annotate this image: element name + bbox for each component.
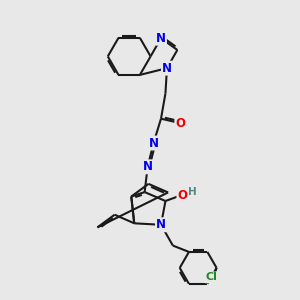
Text: N: N (156, 32, 166, 45)
Text: N: N (148, 136, 159, 149)
Text: O: O (177, 189, 188, 202)
Text: N: N (162, 61, 172, 75)
Text: Cl: Cl (205, 272, 217, 282)
Text: H: H (188, 187, 197, 197)
Text: O: O (175, 117, 185, 130)
Text: N: N (156, 218, 166, 231)
Text: N: N (142, 160, 153, 173)
